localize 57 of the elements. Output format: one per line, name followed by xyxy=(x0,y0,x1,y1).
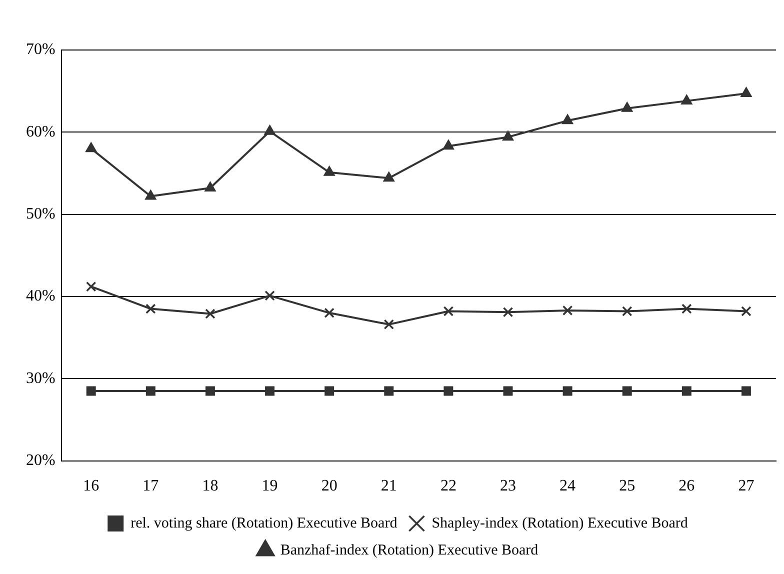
x-tick-label: 25 xyxy=(619,478,636,495)
point xyxy=(502,306,514,318)
y-tick-label: 50% xyxy=(26,206,56,223)
point xyxy=(264,290,275,301)
point xyxy=(443,306,454,316)
x-tick-label: 20 xyxy=(321,478,338,495)
x-tick-label: 26 xyxy=(678,478,695,495)
point xyxy=(442,140,454,150)
point xyxy=(562,386,572,396)
y-tick-label: 20% xyxy=(26,452,56,470)
point xyxy=(503,386,513,396)
point xyxy=(444,386,454,396)
x-tick-label: 23 xyxy=(500,478,516,495)
point xyxy=(264,124,276,135)
point xyxy=(144,190,156,200)
point xyxy=(146,304,156,314)
legend-label: Shapley-index (Rotation) Executive Board xyxy=(432,515,688,532)
point xyxy=(680,94,692,104)
point xyxy=(205,386,215,396)
point xyxy=(622,306,632,316)
point xyxy=(383,172,395,182)
x-tick-label: 18 xyxy=(202,478,218,495)
x-tick-label: 16 xyxy=(83,478,100,495)
x-tick-label: 21 xyxy=(380,478,397,495)
point xyxy=(384,319,394,330)
y-tick-label: 30% xyxy=(26,370,56,387)
y-tick-label: 70% xyxy=(26,41,56,58)
point xyxy=(562,305,573,316)
point xyxy=(682,304,692,314)
legend-label: rel. voting share (Rotation) Executive Board xyxy=(130,515,398,532)
y-tick-label: 60% xyxy=(26,123,56,140)
point xyxy=(324,308,334,318)
point xyxy=(324,386,334,396)
x-tick-label: 22 xyxy=(440,478,456,495)
point xyxy=(622,386,632,396)
point xyxy=(740,87,752,98)
legend-label: Banzhaf-index (Rotation) Executive Board xyxy=(280,542,539,558)
y-tick-label: 40% xyxy=(26,288,56,305)
x-tick-label: 17 xyxy=(142,478,159,495)
point xyxy=(204,182,216,192)
x-tick-label: 19 xyxy=(262,478,278,495)
point xyxy=(741,386,751,396)
point xyxy=(682,386,692,396)
point xyxy=(265,386,275,396)
x-tick-label: 24 xyxy=(560,478,576,495)
point xyxy=(86,281,96,292)
point xyxy=(146,386,156,396)
point xyxy=(85,142,97,152)
point xyxy=(502,130,514,141)
point xyxy=(324,166,336,176)
point xyxy=(384,386,394,396)
point xyxy=(741,306,752,316)
point xyxy=(205,308,216,319)
x-tick-label: 27 xyxy=(738,478,754,495)
point xyxy=(621,102,633,112)
point xyxy=(86,386,96,396)
point xyxy=(562,114,574,124)
